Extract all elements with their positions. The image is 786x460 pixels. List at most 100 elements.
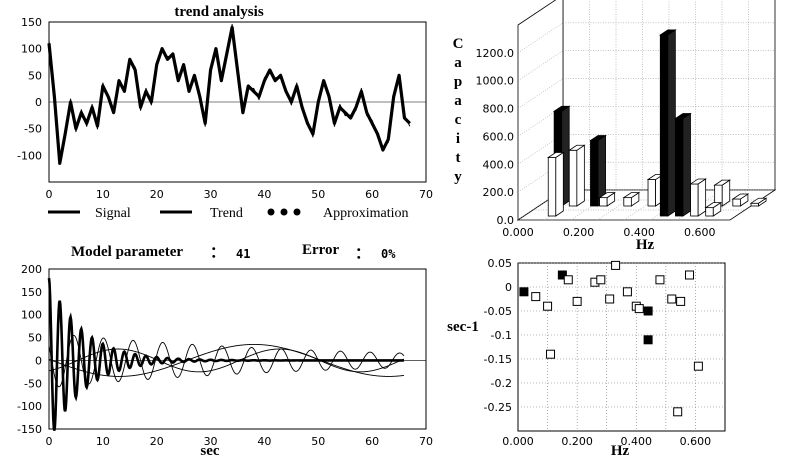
y-axis-label-letter: i — [456, 131, 460, 147]
x-tick-label: 40 — [257, 188, 271, 201]
open-point — [693, 361, 703, 371]
y-axis-label: sec-1 — [447, 319, 479, 335]
open-point — [667, 294, 677, 304]
y-axis-label-letter: c — [455, 112, 462, 128]
bar — [731, 193, 750, 207]
component-line-2 — [48, 334, 405, 388]
open-point — [596, 275, 606, 285]
x-tick-label: 0 — [46, 188, 53, 201]
model-parameter-label: Model parameter — [71, 244, 183, 260]
bar-top — [598, 192, 616, 199]
open-point — [676, 296, 686, 306]
x-axis-label: Hz — [636, 237, 655, 253]
x-tick-label: 0.400 — [621, 435, 653, 448]
legend: Signal Trend Approximation — [48, 206, 409, 221]
bar-top — [704, 202, 723, 209]
open-point — [634, 304, 644, 314]
x-tick-label: 0.000 — [502, 435, 534, 448]
x-tick-label: 70 — [419, 188, 433, 201]
bar-top — [589, 135, 607, 141]
legend-dot — [267, 208, 275, 216]
error-value: 0% — [381, 247, 396, 261]
y-tick-label: 100 — [21, 43, 42, 56]
model-chart: Model parameter ： 41 Error ： 0% -150 -100… — [17, 242, 433, 459]
bar-front — [568, 149, 578, 207]
bar-top — [749, 197, 768, 204]
y-axis: -150 -100 -50 0 50 100 150 200 — [17, 263, 42, 436]
x-tick-label: 50 — [311, 188, 325, 201]
x-tick-label: 40 — [257, 435, 271, 448]
y-tick-label: 150 — [21, 16, 42, 29]
x-tick-label: 0.200 — [563, 226, 595, 239]
x-tick-label: 60 — [365, 435, 379, 448]
y-tick-label: -150 — [17, 423, 42, 436]
bar-top — [713, 179, 732, 186]
bar — [749, 197, 768, 207]
bar-side — [697, 178, 707, 217]
component-line-1 — [47, 278, 404, 431]
error-label: Error — [302, 242, 340, 258]
bar-front — [732, 198, 741, 207]
open-point — [605, 294, 615, 304]
grid-line — [517, 22, 564, 54]
bar-top — [674, 113, 692, 119]
y-tick-label: 200.0 — [483, 186, 515, 199]
open-point — [543, 301, 553, 311]
y-axis: 0.0 200.0 400.0 600.0 800.0 1000.0 1200.0 — [476, 47, 515, 227]
bar — [704, 201, 723, 217]
damping-scatter-chart: 0.050-0.05-0.1-0.15-0.2-0.25 0.000 0.200 0… — [447, 257, 726, 459]
x-tick-label: 10 — [96, 435, 110, 448]
plot-frame — [517, 262, 726, 432]
bar — [713, 179, 732, 207]
y-tick-label: 1000.0 — [476, 75, 515, 88]
bar-side — [667, 29, 676, 217]
chart-title: trend analysis — [174, 4, 263, 20]
bar-front — [675, 118, 684, 217]
y-tick-label: -50 — [24, 377, 42, 390]
x-axis-label: Hz — [611, 443, 630, 459]
error-sep: ： — [355, 246, 370, 262]
y-tick-label: 50 — [28, 332, 42, 345]
y-tick-label: 0.0 — [497, 214, 515, 227]
open-point — [563, 275, 573, 285]
bar-top — [546, 152, 565, 158]
x-tick-label: 30 — [204, 188, 218, 201]
x-tick-label: 20 — [150, 188, 164, 201]
x-tick-label: 20 — [150, 435, 164, 448]
open-point — [685, 270, 695, 280]
y-axis-label-letter: p — [454, 74, 462, 90]
y-tick-label: -100 — [17, 400, 42, 413]
y-axis-label-letter: y — [454, 169, 462, 185]
open-point — [531, 292, 541, 302]
y-axis-label-letter: C — [453, 36, 464, 52]
bar-top — [658, 29, 677, 36]
legend-label-trend: Trend — [210, 206, 243, 221]
x-tick-label: 30 — [204, 435, 218, 448]
x-axis: 0.000 0.200 0.400 0.600 — [502, 435, 711, 448]
open-point — [622, 287, 632, 297]
model-parameter-sep: ： — [210, 245, 225, 261]
y-tick-label: -0.2 — [491, 377, 512, 390]
y-tick-label: 0 — [35, 96, 42, 109]
x-tick-label: 0.600 — [684, 226, 716, 239]
y-tick-label: 800.0 — [483, 103, 515, 116]
x-tick-label: 60 — [365, 188, 379, 201]
y-tick-label: 50 — [28, 69, 42, 82]
legend-dot — [280, 208, 288, 216]
x-axis: 0 10 20 30 40 50 60 70 — [46, 435, 434, 448]
bar-front — [547, 157, 557, 217]
grid-line — [517, 50, 564, 81]
open-point — [655, 275, 665, 285]
bar — [674, 112, 692, 217]
x-tick-label: 0.000 — [502, 226, 534, 239]
y-tick-label: -0.15 — [484, 353, 512, 366]
filled-point — [557, 270, 567, 280]
x-tick-label: 50 — [311, 435, 325, 448]
grid — [518, 262, 725, 431]
x-tick-label: 10 — [96, 188, 110, 201]
x-tick-label: 70 — [419, 435, 433, 448]
bar-front — [647, 179, 656, 207]
bar-front — [690, 183, 699, 217]
